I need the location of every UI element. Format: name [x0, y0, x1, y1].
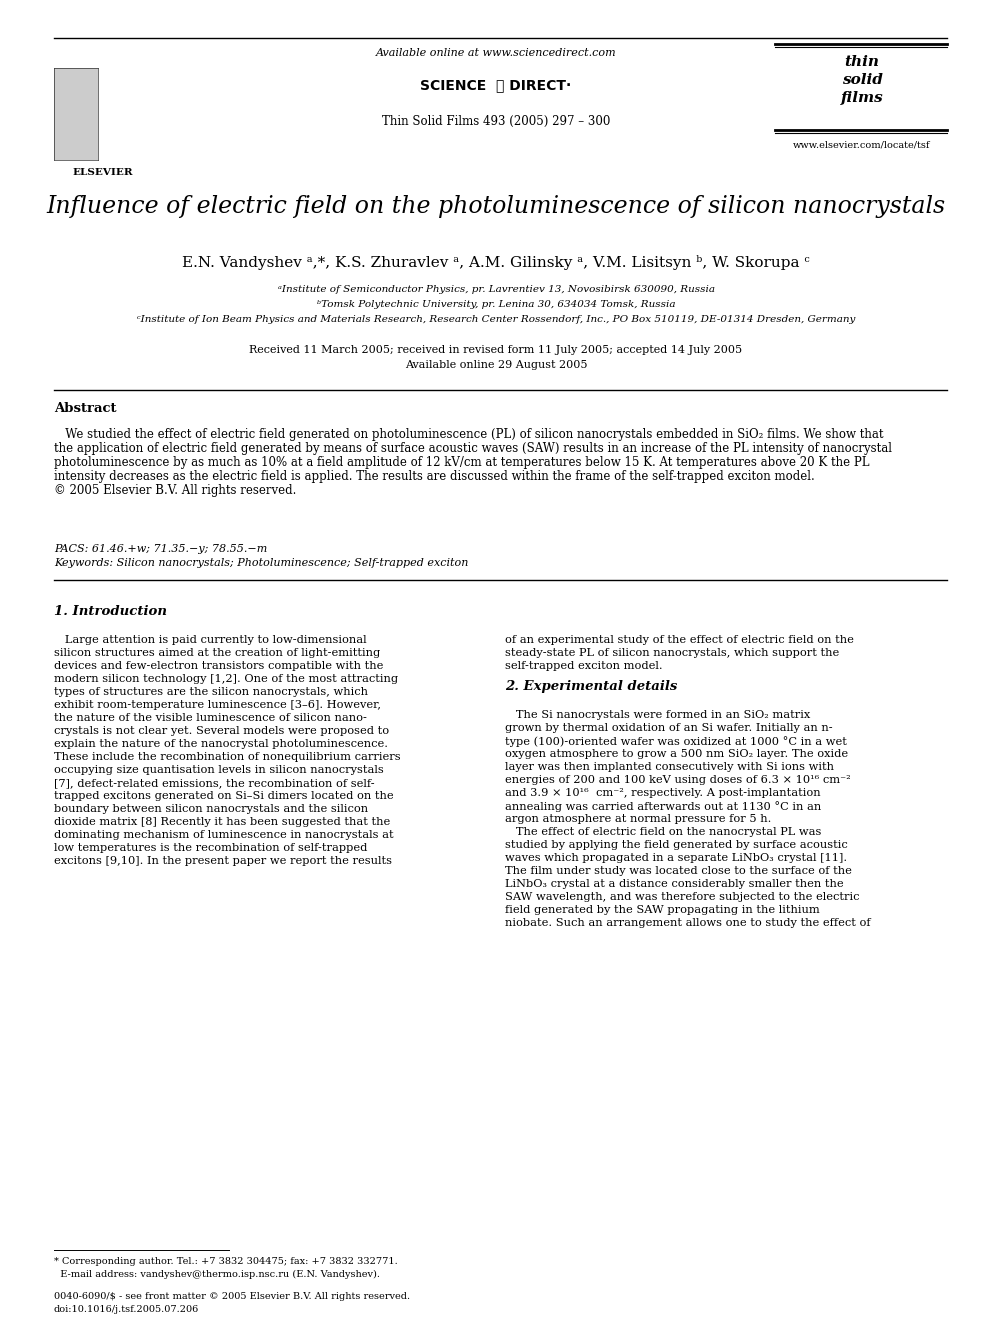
- Text: niobate. Such an arrangement allows one to study the effect of: niobate. Such an arrangement allows one …: [505, 918, 871, 927]
- Text: thin: thin: [844, 56, 880, 69]
- Text: field generated by the SAW propagating in the lithium: field generated by the SAW propagating i…: [505, 905, 819, 916]
- Text: the nature of the visible luminescence of silicon nano-: the nature of the visible luminescence o…: [54, 713, 367, 722]
- Text: excitons [9,10]. In the present paper we report the results: excitons [9,10]. In the present paper we…: [54, 856, 392, 867]
- Text: Abstract: Abstract: [54, 402, 116, 415]
- Text: silicon structures aimed at the creation of light-emitting: silicon structures aimed at the creation…: [54, 648, 380, 658]
- Text: annealing was carried afterwards out at 1130 °C in an: annealing was carried afterwards out at …: [505, 800, 821, 812]
- Text: oxygen atmosphere to grow a 500 nm SiO₂ layer. The oxide: oxygen atmosphere to grow a 500 nm SiO₂ …: [505, 749, 848, 759]
- Text: types of structures are the silicon nanocrystals, which: types of structures are the silicon nano…: [54, 687, 368, 697]
- Text: LiNbO₃ crystal at a distance considerably smaller then the: LiNbO₃ crystal at a distance considerabl…: [505, 878, 843, 889]
- Text: trapped excitons generated on Si–Si dimers located on the: trapped excitons generated on Si–Si dime…: [54, 791, 394, 800]
- Text: intensity decreases as the electric field is applied. The results are discussed : intensity decreases as the electric fiel…: [54, 470, 814, 483]
- Text: crystals is not clear yet. Several models were proposed to: crystals is not clear yet. Several model…: [54, 726, 389, 736]
- Text: grown by thermal oxidation of an Si wafer. Initially an n-: grown by thermal oxidation of an Si wafe…: [505, 722, 832, 733]
- Text: photoluminescence by as much as 10% at a field amplitude of 12 kV/cm at temperat: photoluminescence by as much as 10% at a…: [54, 456, 870, 468]
- Text: modern silicon technology [1,2]. One of the most attracting: modern silicon technology [1,2]. One of …: [54, 673, 398, 684]
- Text: Keywords: Silicon nanocrystals; Photoluminescence; Self-trapped exciton: Keywords: Silicon nanocrystals; Photolum…: [54, 558, 468, 568]
- Text: The film under study was located close to the surface of the: The film under study was located close t…: [505, 867, 852, 876]
- Text: films: films: [840, 91, 883, 105]
- Text: Influence of electric field on the photoluminescence of silicon nanocrystals: Influence of electric field on the photo…: [47, 194, 945, 218]
- Text: © 2005 Elsevier B.V. All rights reserved.: © 2005 Elsevier B.V. All rights reserved…: [54, 484, 297, 497]
- Text: layer was then implanted consecutively with Si ions with: layer was then implanted consecutively w…: [505, 762, 834, 773]
- Text: waves which propagated in a separate LiNbO₃ crystal [11].: waves which propagated in a separate LiN…: [505, 853, 847, 863]
- Text: explain the nature of the nanocrystal photoluminescence.: explain the nature of the nanocrystal ph…: [54, 740, 388, 749]
- Text: dominating mechanism of luminescence in nanocrystals at: dominating mechanism of luminescence in …: [54, 830, 394, 840]
- Text: 2. Experimental details: 2. Experimental details: [505, 680, 678, 693]
- Text: energies of 200 and 100 keV using doses of 6.3 × 10¹⁶ cm⁻²: energies of 200 and 100 keV using doses …: [505, 775, 851, 785]
- Text: devices and few-electron transistors compatible with the: devices and few-electron transistors com…: [54, 662, 383, 671]
- Text: ᵃInstitute of Semiconductor Physics, pr. Lavrentiev 13, Novosibirsk 630090, Russ: ᵃInstitute of Semiconductor Physics, pr.…: [278, 284, 714, 294]
- Text: www.elsevier.com/locate/tsf: www.elsevier.com/locate/tsf: [794, 140, 930, 149]
- Text: The effect of electric field on the nanocrystal PL was: The effect of electric field on the nano…: [505, 827, 821, 837]
- Text: These include the recombination of nonequilibrium carriers: These include the recombination of noneq…: [54, 751, 401, 762]
- Text: argon atmosphere at normal pressure for 5 h.: argon atmosphere at normal pressure for …: [505, 814, 772, 824]
- Text: ELSEVIER: ELSEVIER: [72, 168, 133, 177]
- Text: Received 11 March 2005; received in revised form 11 July 2005; accepted 14 July : Received 11 March 2005; received in revi…: [249, 345, 743, 355]
- Text: steady-state PL of silicon nanocrystals, which support the: steady-state PL of silicon nanocrystals,…: [505, 648, 839, 658]
- Text: type (100)-oriented wafer was oxidized at 1000 °C in a wet: type (100)-oriented wafer was oxidized a…: [505, 736, 847, 747]
- Text: We studied the effect of electric field generated on photoluminescence (PL) of s: We studied the effect of electric field …: [54, 429, 884, 441]
- Text: Available online at www.sciencedirect.com: Available online at www.sciencedirect.co…: [376, 48, 616, 58]
- Text: the application of electric field generated by means of surface acoustic waves (: the application of electric field genera…: [54, 442, 892, 455]
- Text: The Si nanocrystals were formed in an SiO₂ matrix: The Si nanocrystals were formed in an Si…: [505, 710, 810, 720]
- Text: 1. Introduction: 1. Introduction: [54, 605, 167, 618]
- Text: solid: solid: [841, 73, 883, 87]
- Text: of an experimental study of the effect of electric field on the: of an experimental study of the effect o…: [505, 635, 854, 646]
- Text: self-trapped exciton model.: self-trapped exciton model.: [505, 662, 663, 671]
- Text: doi:10.1016/j.tsf.2005.07.206: doi:10.1016/j.tsf.2005.07.206: [54, 1304, 199, 1314]
- Text: studied by applying the field generated by surface acoustic: studied by applying the field generated …: [505, 840, 848, 849]
- Text: low temperatures is the recombination of self-trapped: low temperatures is the recombination of…: [54, 843, 367, 853]
- Text: 0040-6090/$ - see front matter © 2005 Elsevier B.V. All rights reserved.: 0040-6090/$ - see front matter © 2005 El…: [54, 1293, 410, 1301]
- Text: PACS: 61.46.+w; 71.35.−y; 78.55.−m: PACS: 61.46.+w; 71.35.−y; 78.55.−m: [54, 544, 267, 554]
- Text: Available online 29 August 2005: Available online 29 August 2005: [405, 360, 587, 370]
- Text: [7], defect-related emissions, the recombination of self-: [7], defect-related emissions, the recom…: [54, 778, 375, 789]
- Text: and 3.9 × 10¹⁶  cm⁻², respectively. A post-implantation: and 3.9 × 10¹⁶ cm⁻², respectively. A pos…: [505, 789, 820, 798]
- Text: Thin Solid Films 493 (2005) 297 – 300: Thin Solid Films 493 (2005) 297 – 300: [382, 115, 610, 128]
- Text: exhibit room-temperature luminescence [3–6]. However,: exhibit room-temperature luminescence [3…: [54, 700, 381, 710]
- Text: E.N. Vandyshev ᵃ,*, K.S. Zhuravlev ᵃ, A.M. Gilinsky ᵃ, V.M. Lisitsyn ᵇ, W. Skoru: E.N. Vandyshev ᵃ,*, K.S. Zhuravlev ᵃ, A.…: [183, 255, 809, 270]
- Text: ᶜInstitute of Ion Beam Physics and Materials Research, Research Center Rossendor: ᶜInstitute of Ion Beam Physics and Mater…: [137, 315, 855, 324]
- Text: ᵇTomsk Polytechnic University, pr. Lenina 30, 634034 Tomsk, Russia: ᵇTomsk Polytechnic University, pr. Lenin…: [316, 300, 676, 310]
- Text: Large attention is paid currently to low-dimensional: Large attention is paid currently to low…: [54, 635, 367, 646]
- Text: occupying size quantisation levels in silicon nanocrystals: occupying size quantisation levels in si…: [54, 765, 384, 775]
- Text: * Corresponding author. Tel.: +7 3832 304475; fax: +7 3832 332771.: * Corresponding author. Tel.: +7 3832 30…: [54, 1257, 398, 1266]
- Text: boundary between silicon nanocrystals and the silicon: boundary between silicon nanocrystals an…: [54, 804, 368, 814]
- Text: SCIENCE  ⓓ DIRECT·: SCIENCE ⓓ DIRECT·: [421, 78, 571, 93]
- Text: E-mail address: vandyshev@thermo.isp.nsc.ru (E.N. Vandyshev).: E-mail address: vandyshev@thermo.isp.nsc…: [54, 1270, 380, 1279]
- Text: dioxide matrix [8] Recently it has been suggested that the: dioxide matrix [8] Recently it has been …: [54, 818, 390, 827]
- Text: SAW wavelength, and was therefore subjected to the electric: SAW wavelength, and was therefore subjec…: [505, 892, 859, 902]
